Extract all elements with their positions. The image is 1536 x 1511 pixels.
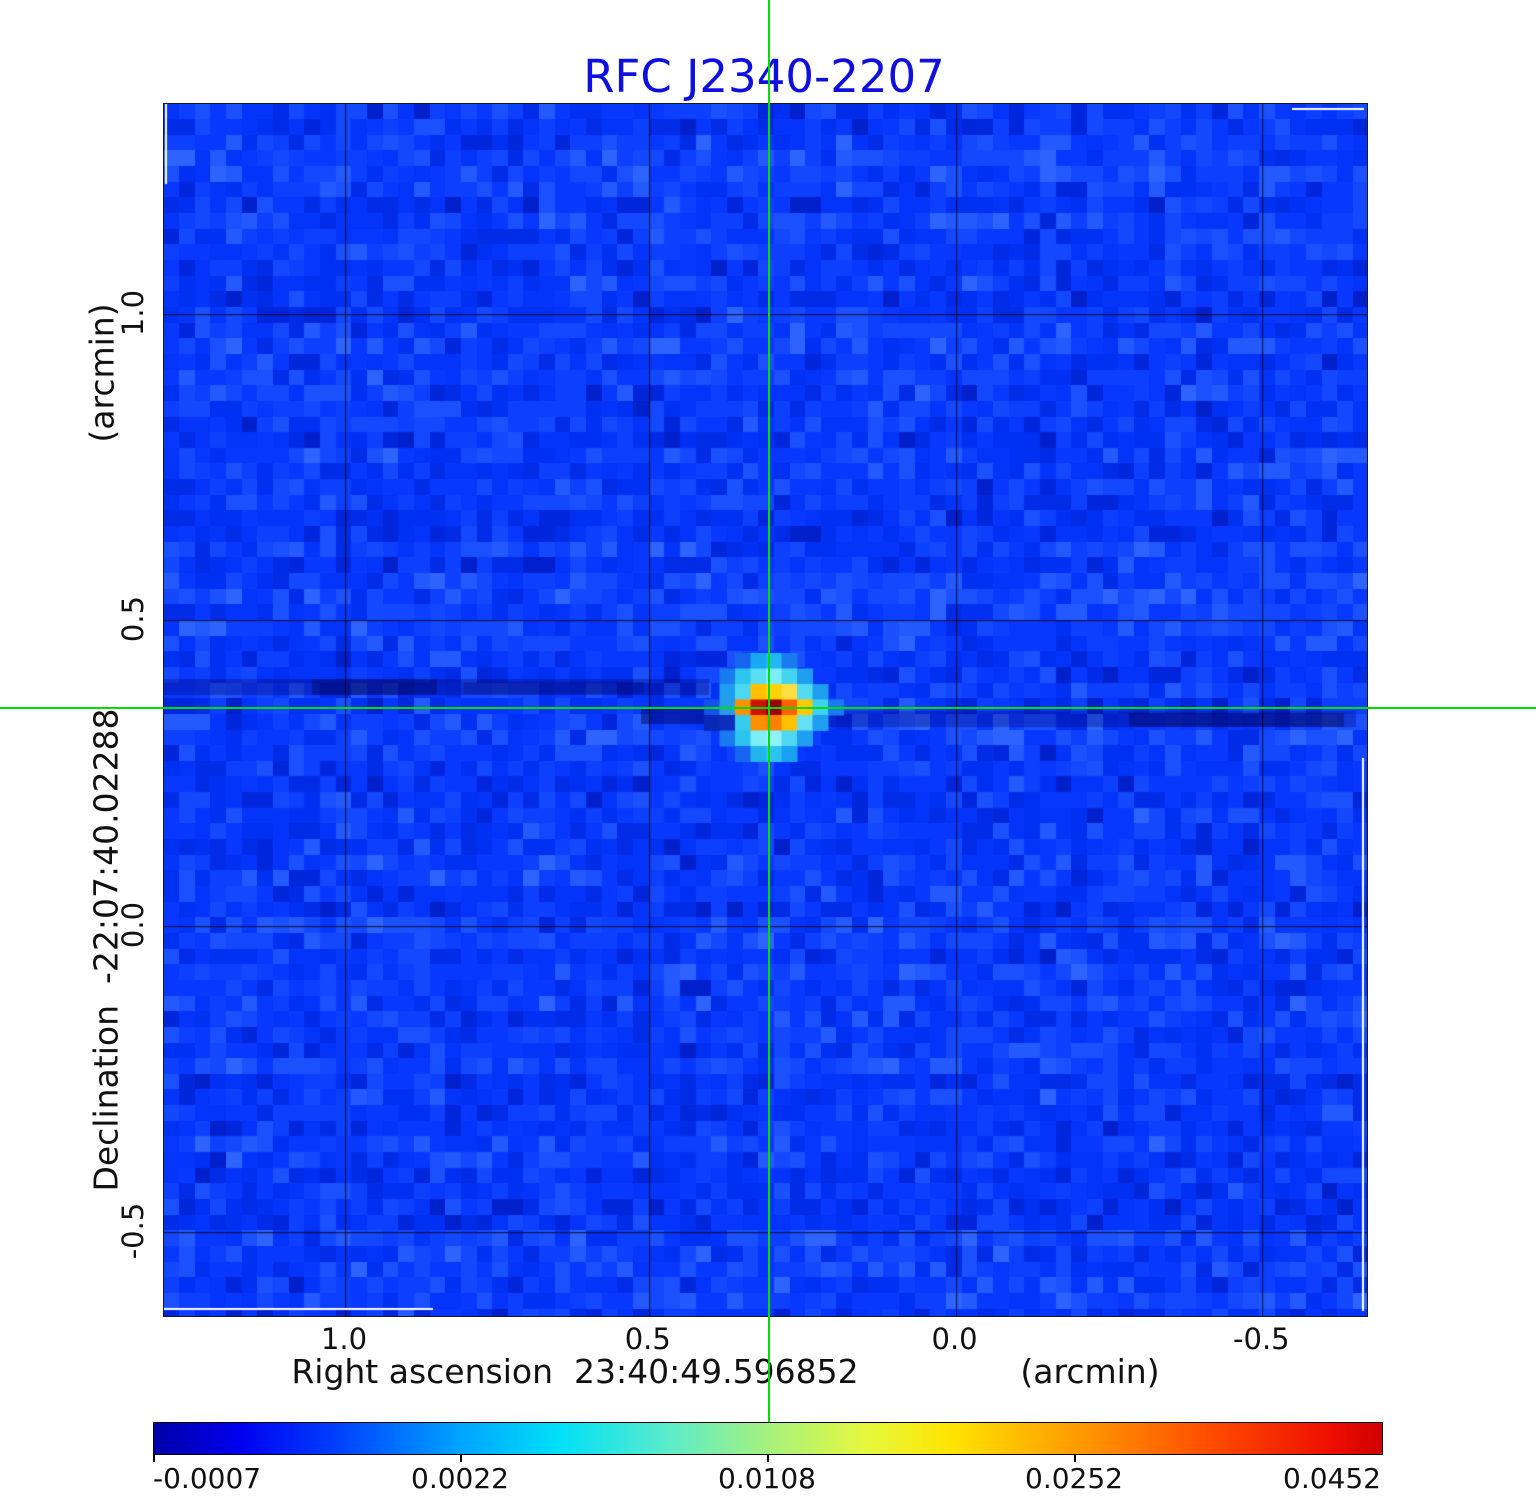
y-tick-label: 1.0: [116, 289, 150, 337]
x-tick-label: -0.5: [1233, 1322, 1290, 1356]
colorbar: [153, 1422, 1383, 1455]
page-title: RFC J2340-2207: [583, 50, 945, 103]
sky-map-plot-area: [163, 103, 1368, 1317]
colorbar-tick: [460, 1454, 462, 1462]
x-tick-label: 0.0: [931, 1322, 978, 1356]
colorbar-value-label: -0.0007: [153, 1462, 262, 1495]
colorbar-tick: [767, 1454, 769, 1462]
colorbar-value-label: 0.0108: [718, 1462, 816, 1495]
x-axis-unit-label: (arcmin): [1020, 1352, 1160, 1391]
x-axis-label: Right ascension 23:40:49.596852: [291, 1352, 859, 1391]
colorbar-value-label: 0.0252: [1025, 1462, 1123, 1495]
colorbar-value-label: 0.0452: [1283, 1462, 1381, 1495]
y-tick-label: 0.5: [116, 595, 150, 642]
y-tick-label: -0.5: [116, 1202, 150, 1260]
crosshair-vertical-line: [768, 0, 770, 1422]
colorbar-value-label: 0.0022: [411, 1462, 509, 1495]
x-tick-label: 1.0: [320, 1322, 368, 1356]
y-tick-label: 0.0: [116, 901, 150, 948]
colorbar-tick: [1074, 1454, 1076, 1462]
sky-map-canvas: [164, 104, 1367, 1316]
x-tick-label: 0.5: [624, 1322, 671, 1356]
y-axis-label: Declination -22:07:40.02288: [86, 708, 126, 1192]
colorbar-tick: [153, 1454, 155, 1462]
